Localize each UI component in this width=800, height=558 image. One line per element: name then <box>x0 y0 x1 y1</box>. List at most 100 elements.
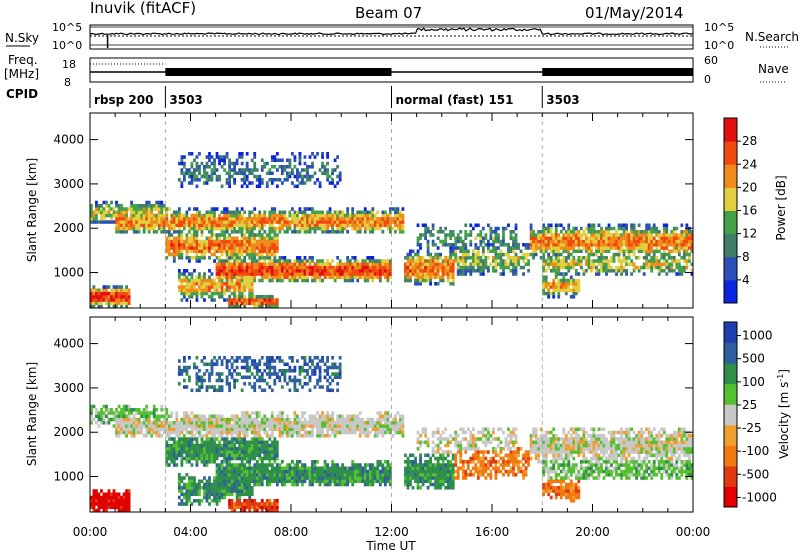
heatmap-cell <box>213 424 216 428</box>
heatmap-cell <box>125 424 128 428</box>
heatmap-cell <box>188 476 191 480</box>
heatmap-cell <box>600 269 603 273</box>
heatmap-cell <box>286 263 289 267</box>
heatmap-cell <box>500 263 503 267</box>
heatmap-cell <box>256 272 259 276</box>
heatmap-cell <box>685 259 688 263</box>
heatmap-cell <box>266 269 269 273</box>
heatmap-cell <box>477 266 480 270</box>
heatmap-cell <box>286 175 289 179</box>
heatmap-cell <box>253 434 256 438</box>
heatmap-cell <box>256 441 259 445</box>
heatmap-cell <box>170 415 173 419</box>
heatmap-cell <box>223 155 226 159</box>
heatmap-cell <box>223 496 226 500</box>
heatmap-cell <box>407 266 410 270</box>
heatmap-cell <box>231 450 234 454</box>
heatmap-cell <box>366 224 369 228</box>
heatmap-cell <box>223 444 226 448</box>
heatmap-cell <box>203 292 206 296</box>
heatmap-cell <box>678 263 681 267</box>
heatmap-cell <box>120 302 123 306</box>
heatmap-cell <box>125 285 128 289</box>
heatmap-cell <box>243 486 246 490</box>
heatmap-cell <box>223 454 226 458</box>
heatmap-cell <box>512 240 515 244</box>
heatmap-cell <box>273 237 276 241</box>
heatmap-cell <box>188 418 191 422</box>
heatmap-cell <box>133 220 136 224</box>
heatmap-cell <box>397 211 400 215</box>
heatmap-cell <box>223 441 226 445</box>
heatmap-cell <box>216 263 219 267</box>
heatmap-cell <box>419 256 422 260</box>
heatmap-cell <box>261 506 264 510</box>
heatmap-cell <box>180 181 183 185</box>
heatmap-cell <box>128 506 131 510</box>
heatmap-cell <box>113 289 116 293</box>
heatmap-cell <box>346 211 349 215</box>
heatmap-cell <box>404 272 407 276</box>
heatmap-cell <box>638 266 641 270</box>
heatmap-cell <box>253 152 256 156</box>
heatmap-cell <box>130 227 133 231</box>
heatmap-cell <box>613 227 616 231</box>
heatmap-cell <box>191 243 194 247</box>
heatmap-cell <box>530 243 533 247</box>
heatmap-cell <box>663 263 666 267</box>
heatmap-cell <box>565 266 568 270</box>
heatmap-cell <box>550 269 553 273</box>
heatmap-cell <box>437 230 440 234</box>
heatmap-cell <box>241 233 244 237</box>
heatmap-cell <box>550 259 553 263</box>
heatmap-cell <box>268 359 271 363</box>
heatmap-cell <box>188 457 191 461</box>
heatmap-cell <box>542 233 545 237</box>
heatmap-cell <box>319 217 322 221</box>
heatmap-cell <box>143 434 146 438</box>
heatmap-cell <box>572 292 575 296</box>
heatmap-cell <box>256 266 259 270</box>
heatmap-cell <box>678 259 681 263</box>
heatmap-cell <box>246 493 249 497</box>
heatmap-cell <box>153 405 156 409</box>
heatmap-cell <box>326 263 329 267</box>
heatmap-cell <box>140 214 143 218</box>
heatmap-cell <box>165 460 168 464</box>
heatmap-cell <box>93 220 96 224</box>
cpid-label: CPID <box>6 87 38 101</box>
heatmap-cell <box>620 263 623 267</box>
heatmap-cell <box>183 444 186 448</box>
heatmap-cell <box>201 175 204 179</box>
heatmap-cell <box>424 269 427 273</box>
heatmap-cell <box>618 243 621 247</box>
heatmap-cell <box>273 230 276 234</box>
heatmap-cell <box>628 253 631 257</box>
heatmap-cell <box>258 250 261 254</box>
heatmap-cell <box>233 369 236 373</box>
heatmap-cell <box>251 272 254 276</box>
heatmap-cell <box>344 266 347 270</box>
heatmap-cell <box>628 240 631 244</box>
heatmap-cell <box>688 256 691 260</box>
heatmap-cell <box>547 227 550 231</box>
heatmap-cell <box>206 220 209 224</box>
heatmap-cell <box>110 217 113 221</box>
heatmap-cell <box>170 220 173 224</box>
heatmap-cell <box>575 227 578 231</box>
heatmap-cell <box>620 243 623 247</box>
heatmap-cell <box>562 272 565 276</box>
heatmap-cell <box>218 418 221 422</box>
heatmap-cell <box>218 415 221 419</box>
heatmap-cell <box>120 207 123 211</box>
heatmap-cell <box>429 253 432 257</box>
heatmap-cell <box>203 444 206 448</box>
heatmap-cell <box>228 447 231 451</box>
heatmap-cell <box>258 447 261 451</box>
heatmap-cell <box>507 263 510 267</box>
heatmap-cell <box>196 224 199 228</box>
heatmap-cell <box>193 499 196 503</box>
heatmap-cell <box>123 424 126 428</box>
heatmap-cell <box>226 467 229 471</box>
heatmap-cell <box>600 243 603 247</box>
